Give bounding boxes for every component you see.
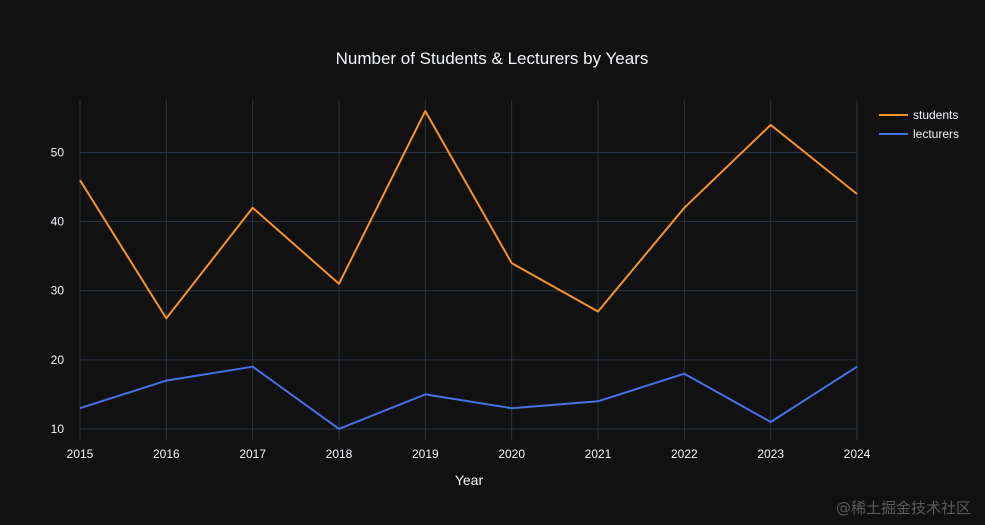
legend-label: lecturers xyxy=(913,127,959,141)
y-tick-label: 20 xyxy=(51,353,65,367)
x-tick-label: 2015 xyxy=(67,447,94,461)
x-tick-label: 2019 xyxy=(412,447,439,461)
series-lines xyxy=(79,110,858,430)
series-line-lecturers[interactable] xyxy=(79,365,858,430)
grid-lines xyxy=(79,100,858,440)
x-tick-label: 2024 xyxy=(844,447,871,461)
x-tick-label: 2022 xyxy=(671,447,698,461)
x-tick-label: 2020 xyxy=(498,447,525,461)
legend[interactable]: students lecturers xyxy=(879,108,959,141)
y-tick-label: 40 xyxy=(51,215,65,229)
x-tick-label: 2018 xyxy=(326,447,353,461)
legend-item-students[interactable]: students xyxy=(879,108,958,122)
x-tick-label: 2023 xyxy=(757,447,784,461)
x-tick-label: 2016 xyxy=(153,447,180,461)
axis-ticks: 2015 2016 2017 2018 2019 2020 2021 2022 2023 2024… xyxy=(51,146,871,461)
y-tick-label: 10 xyxy=(51,422,65,436)
y-tick-label: 30 xyxy=(51,284,65,298)
x-tick-label: 2017 xyxy=(239,447,266,461)
y-tick-label: 50 xyxy=(51,146,65,160)
legend-item-lecturers[interactable]: lecturers xyxy=(879,127,959,141)
chart-title: Number of Students & Lecturers by Years xyxy=(336,49,649,68)
x-axis-title: Year xyxy=(455,472,484,488)
x-tick-label: 2021 xyxy=(585,447,612,461)
series-line-students[interactable] xyxy=(79,110,858,320)
legend-label: students xyxy=(913,108,958,122)
watermark: @稀土掘金技术社区 xyxy=(835,499,971,517)
